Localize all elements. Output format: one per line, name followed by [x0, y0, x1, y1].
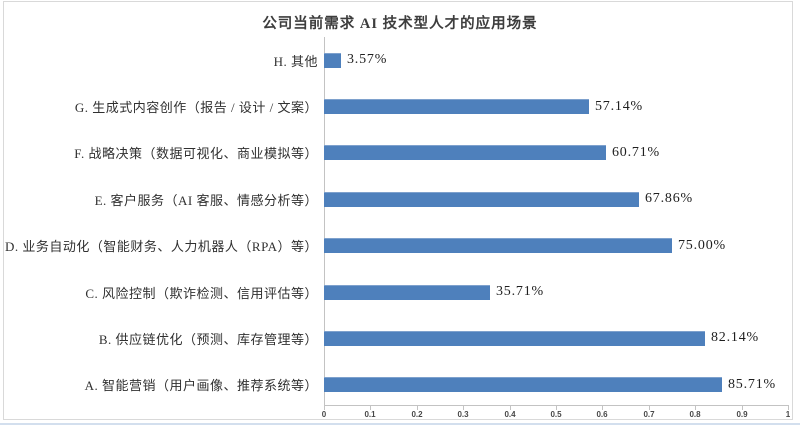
bar: [324, 238, 672, 254]
value-label: 3.57%: [347, 52, 388, 68]
category-label: F. 战略决策（数据可视化、商业模拟等）: [74, 146, 318, 162]
x-tick-mark: [324, 406, 325, 410]
x-tick-mark: [649, 406, 650, 410]
category-label: C. 风险控制（欺诈检测、信用评估等）: [85, 285, 318, 301]
value-label: 67.86%: [645, 191, 693, 207]
x-tick-label: 0.3: [457, 410, 469, 419]
x-axis-line: [324, 405, 789, 406]
x-tick-mark: [695, 406, 696, 410]
x-tick-label: 0.8: [689, 410, 701, 419]
x-tick-mark: [602, 406, 603, 410]
bar: [324, 377, 722, 393]
value-label: 82.14%: [711, 330, 759, 346]
x-tick-label: 0.7: [643, 410, 655, 419]
bar: [324, 99, 589, 115]
x-tick-mark: [742, 406, 743, 410]
bottom-rule: [0, 423, 800, 425]
x-tick-mark: [510, 406, 511, 410]
category-label: H. 其他: [273, 53, 318, 69]
value-label: 75.00%: [678, 237, 726, 253]
bar: [324, 330, 705, 346]
value-label: 57.14%: [595, 98, 643, 114]
category-label: D. 业务自动化（智能财务、人力机器人（RPA）等）: [5, 239, 318, 255]
x-tick-label: 0.4: [504, 410, 516, 419]
x-tick-label: 0.9: [736, 410, 748, 419]
bar: [324, 145, 606, 161]
bar: [324, 191, 639, 207]
chart-title: 公司当前需求 AI 技术型人才的应用场景: [262, 16, 538, 32]
x-tick-label: 0.6: [596, 410, 608, 419]
bar: [324, 52, 341, 68]
x-tick-label: 0.2: [411, 410, 423, 419]
value-label: 35.71%: [496, 284, 544, 300]
x-tick-label: 1: [785, 410, 791, 419]
value-label: 60.71%: [612, 144, 660, 160]
x-tick-label: 0: [321, 410, 327, 419]
category-label: E. 客户服务（AI 客服、情感分析等）: [94, 192, 318, 208]
y-axis-line: [324, 37, 325, 406]
x-tick-label: 0.5: [550, 410, 562, 419]
category-label: A. 智能营销（用户画像、推荐系统等）: [84, 378, 318, 394]
category-label: G. 生成式内容创作（报告 / 设计 / 文案）: [74, 100, 318, 116]
value-label: 85.71%: [728, 376, 776, 392]
x-tick-mark: [556, 406, 557, 410]
x-tick-mark: [788, 406, 789, 410]
x-tick-label: 0.1: [364, 410, 376, 419]
x-tick-mark: [417, 406, 418, 410]
category-label: B. 供应链优化（预测、库存管理等）: [98, 331, 318, 347]
bar: [324, 284, 490, 300]
chart-frame: [3, 1, 793, 420]
x-tick-mark: [370, 406, 371, 410]
x-tick-mark: [463, 406, 464, 410]
